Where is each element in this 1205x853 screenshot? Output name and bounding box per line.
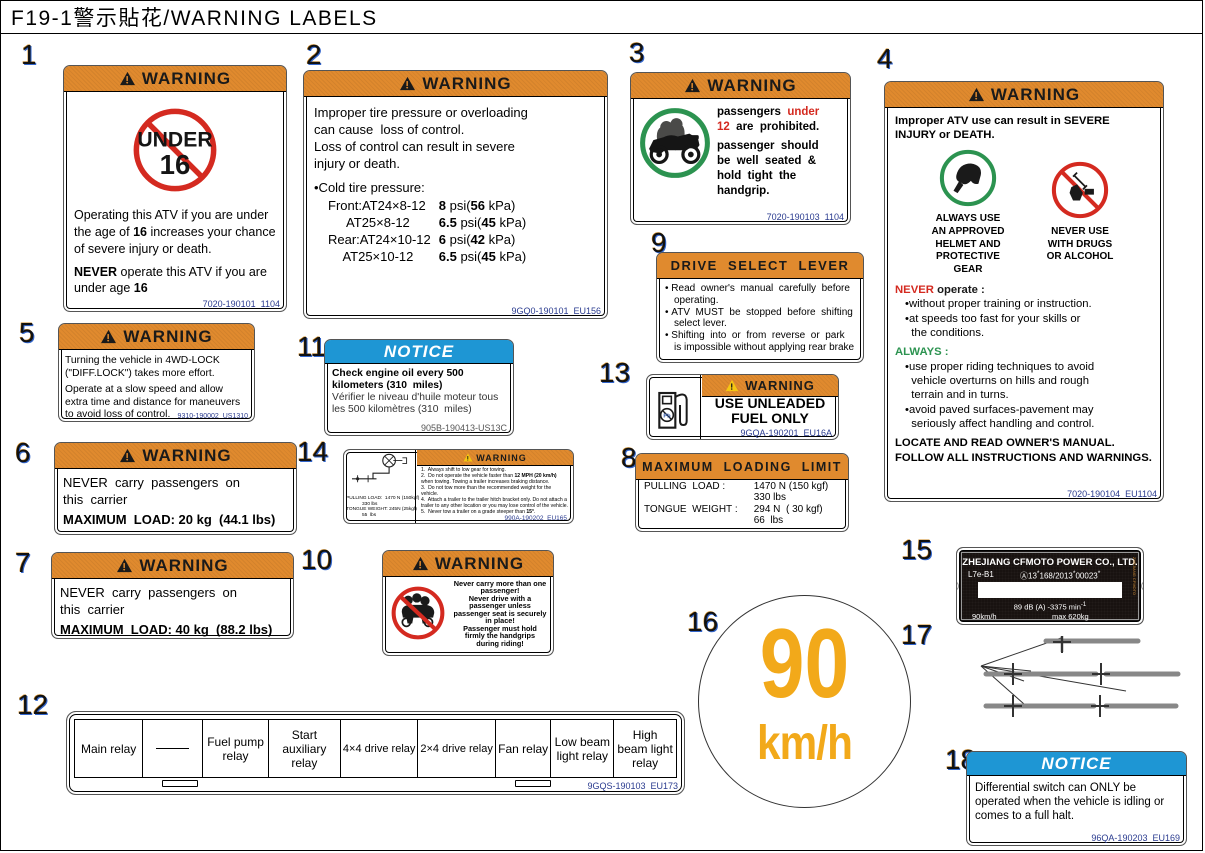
svg-text:16: 16 — [160, 149, 191, 180]
svg-text:Pb: Pb — [663, 414, 671, 420]
svg-text:UNDER: UNDER — [137, 128, 212, 151]
